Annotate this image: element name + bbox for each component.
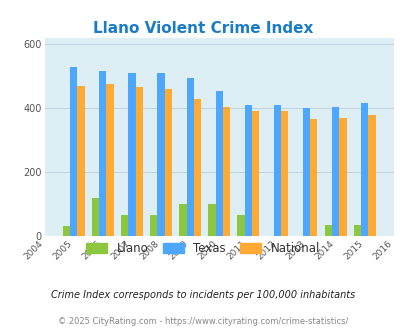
Bar <box>222 107 230 236</box>
Legend: Llano, Texas, National: Llano, Texas, National <box>81 237 324 260</box>
Bar <box>157 73 164 236</box>
Bar <box>273 105 280 236</box>
Bar <box>121 215 128 236</box>
Bar <box>92 198 99 236</box>
Bar <box>237 215 244 236</box>
Bar <box>353 225 360 236</box>
Bar <box>77 86 85 236</box>
Bar <box>215 91 222 236</box>
Bar <box>244 105 252 236</box>
Bar <box>280 112 288 236</box>
Bar <box>164 89 172 236</box>
Bar <box>367 115 375 236</box>
Bar <box>179 204 186 236</box>
Bar <box>208 204 215 236</box>
Bar <box>309 119 317 236</box>
Bar <box>324 225 331 236</box>
Bar <box>99 72 106 236</box>
Bar <box>331 107 339 236</box>
Bar <box>339 118 346 236</box>
Bar <box>150 215 157 236</box>
Text: © 2025 CityRating.com - https://www.cityrating.com/crime-statistics/: © 2025 CityRating.com - https://www.city… <box>58 317 347 326</box>
Bar <box>70 67 77 236</box>
Bar <box>302 108 309 236</box>
Bar <box>135 87 143 236</box>
Bar <box>106 84 113 236</box>
Bar <box>360 103 367 236</box>
Text: Llano Violent Crime Index: Llano Violent Crime Index <box>93 21 312 36</box>
Bar <box>252 112 259 236</box>
Bar <box>186 78 193 236</box>
Bar <box>63 226 70 236</box>
Text: Crime Index corresponds to incidents per 100,000 inhabitants: Crime Index corresponds to incidents per… <box>51 290 354 300</box>
Bar <box>193 99 200 236</box>
Bar <box>128 73 135 236</box>
